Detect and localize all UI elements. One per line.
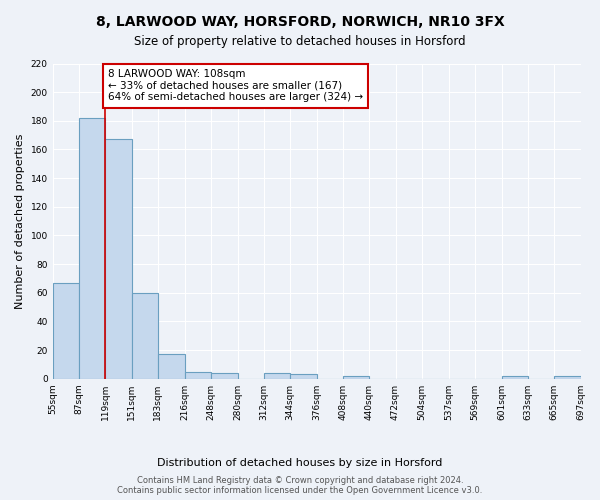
Bar: [53, 283, 79, 379]
Text: Size of property relative to detached houses in Horsford: Size of property relative to detached ho…: [134, 35, 466, 48]
Y-axis label: Number of detached properties: Number of detached properties: [15, 134, 25, 309]
Bar: [502, 376, 528, 379]
Bar: [290, 374, 317, 379]
Bar: [554, 376, 581, 379]
Bar: [185, 372, 211, 379]
Bar: [105, 140, 131, 379]
Text: Distribution of detached houses by size in Horsford: Distribution of detached houses by size …: [157, 458, 443, 468]
Text: Contains HM Land Registry data © Crown copyright and database right 2024.
Contai: Contains HM Land Registry data © Crown c…: [118, 476, 482, 495]
Bar: [211, 373, 238, 379]
Bar: [131, 293, 158, 379]
Bar: [158, 354, 185, 379]
Text: 8 LARWOOD WAY: 108sqm
← 33% of detached houses are smaller (167)
64% of semi-det: 8 LARWOOD WAY: 108sqm ← 33% of detached …: [108, 69, 363, 102]
Text: 8, LARWOOD WAY, HORSFORD, NORWICH, NR10 3FX: 8, LARWOOD WAY, HORSFORD, NORWICH, NR10 …: [95, 15, 505, 29]
Bar: [264, 373, 290, 379]
Bar: [79, 118, 105, 379]
Bar: [343, 376, 369, 379]
